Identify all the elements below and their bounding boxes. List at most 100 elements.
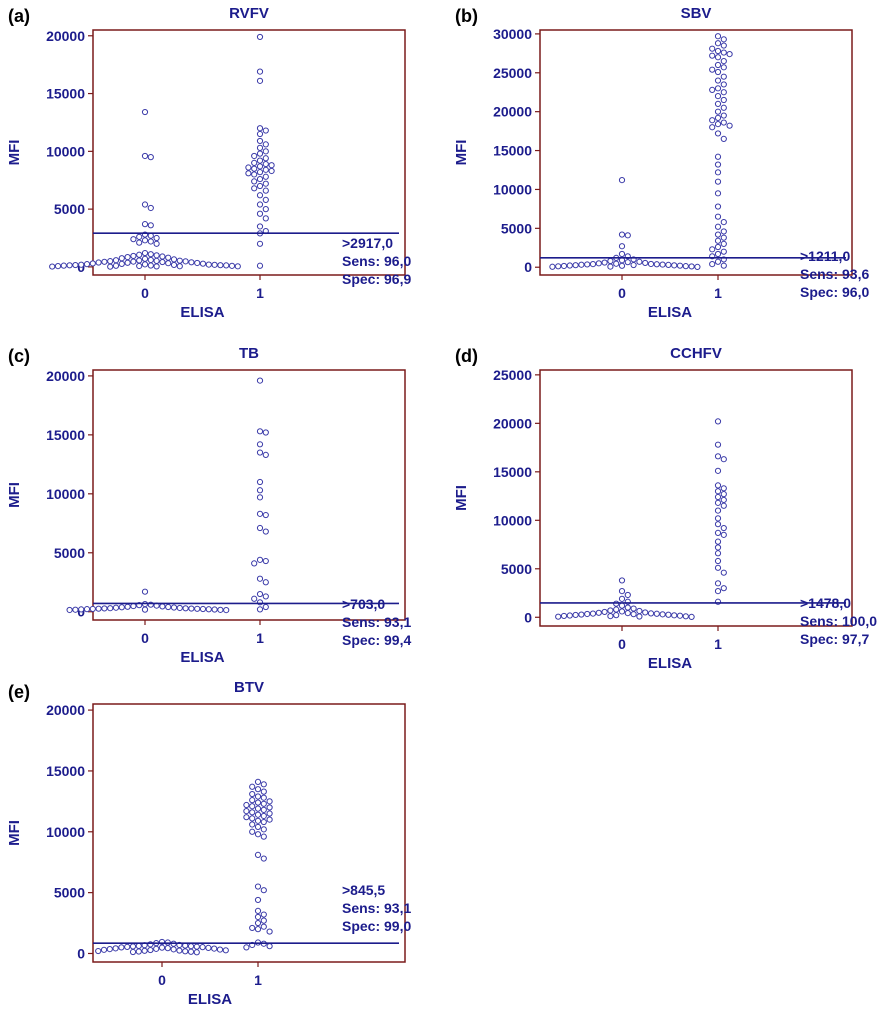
data-point [260,833,267,840]
x-tick-label: 1 [714,285,722,301]
data-point [254,799,262,806]
data-point [714,557,722,565]
data-point [260,781,267,788]
data-point [720,58,727,65]
data-point [153,252,160,259]
x-axis-label: ELISA [180,304,224,321]
data-point [714,33,722,40]
data-point [260,911,267,918]
data-point [714,130,722,137]
data-point [720,104,727,111]
y-axis-label: MFI [453,485,470,511]
data-point [159,603,166,610]
data-point [254,896,262,904]
data-point [217,606,224,613]
data-point [112,262,120,269]
data-point [714,544,722,551]
data-point [618,262,626,269]
data-point [249,797,256,804]
y-tick-label: 20000 [493,415,532,431]
data-point [262,206,269,213]
data-point [714,100,722,107]
data-point [714,587,722,595]
data-point [256,163,264,170]
data-point [147,262,154,269]
data-point [205,606,212,613]
data-point [254,793,262,800]
data-point [618,577,626,584]
data-point [262,148,269,155]
data-point [714,169,722,176]
data-point [130,258,137,265]
data-point [256,150,264,157]
data-point [262,180,269,187]
data-point [560,612,568,620]
data-point [188,605,195,612]
data-point [147,204,154,212]
data-point [618,250,626,258]
data-point [714,529,722,537]
data-point [262,173,269,180]
data-point [720,119,727,126]
data-point [256,606,264,613]
data-point [205,944,212,951]
data-point [676,262,684,269]
x-axis-label: ELISA [188,991,232,1008]
data-point [170,604,178,611]
data-point [89,260,96,267]
y-tick-label: 30000 [493,26,532,42]
y-axis-label: MFI [6,820,23,846]
data-point [262,215,269,222]
panel-label: (a) [8,6,30,26]
data-point [256,494,264,501]
data-point [124,259,131,266]
x-tick-label: 0 [141,630,149,646]
data-point [720,456,727,463]
data-point [682,613,689,620]
data-point [720,49,727,56]
data-point [714,467,722,474]
data-point [266,810,273,817]
x-axis-label: ELISA [180,649,224,666]
data-point [254,919,262,927]
data-point [262,603,269,611]
data-point [720,485,727,492]
data-point [249,828,256,835]
chart-panel-3: (c)TB05000100001500020000MFI01ELISA>703,… [6,345,411,666]
data-point [136,257,143,264]
data-point [72,606,79,613]
data-point [714,499,722,506]
data-point [106,946,113,953]
data-point [187,943,195,950]
data-point [118,944,125,951]
data-point [647,610,655,617]
data-point [223,606,230,614]
data-point [720,219,727,226]
data-point [714,190,722,197]
data-point [720,64,727,71]
x-tick-label: 0 [158,972,166,988]
data-point [176,257,183,264]
data-point [124,603,131,610]
data-point [136,251,143,258]
data-point [256,262,264,269]
data-point [262,579,269,586]
data-point [720,81,727,88]
x-tick-label: 0 [141,285,149,301]
data-point [249,783,256,790]
data-point [714,161,722,168]
data-point [262,166,269,173]
data-point [249,815,256,822]
data-point [714,203,722,210]
data-point [714,482,722,489]
data-point [714,493,722,501]
data-point [665,261,672,268]
y-tick-label: 15000 [493,464,532,480]
data-point [54,263,62,270]
chart-title: SBV [681,5,712,22]
data-point [720,234,727,241]
data-point [714,153,722,160]
data-point [720,89,727,96]
data-point [262,160,269,168]
